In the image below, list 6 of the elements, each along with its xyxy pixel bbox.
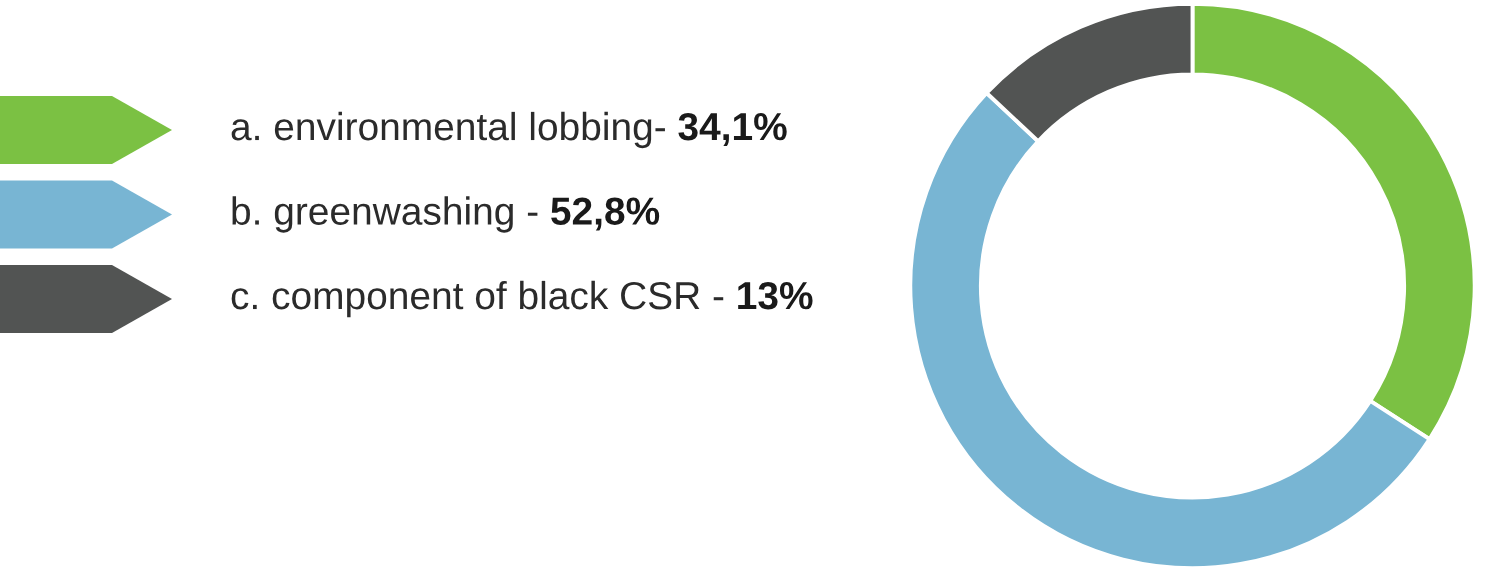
data-label: 52,8% [551, 197, 660, 231]
legend-label: b. greenwashing - [232, 196, 538, 233]
data-label: 13% [738, 281, 813, 310]
legend-label: c. component of black CSR - [231, 280, 724, 318]
data-label: 34,1% [678, 112, 787, 147]
legend-label: a. environmental lobbing- [231, 111, 665, 149]
